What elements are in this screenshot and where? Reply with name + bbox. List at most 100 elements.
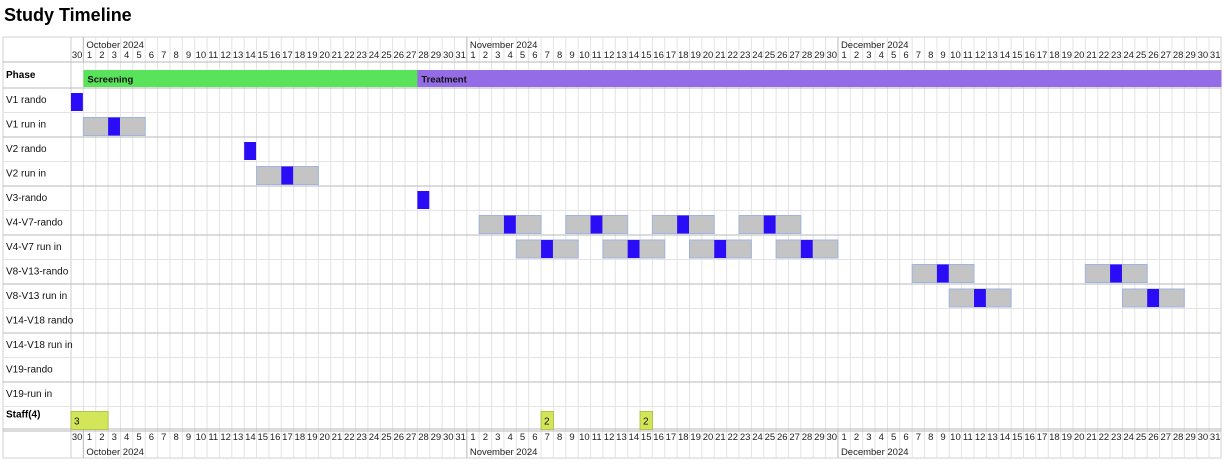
phase-bar-label: Screening: [87, 75, 133, 86]
day-tick-label-top: 29: [431, 50, 442, 61]
day-tick-label-top: 26: [1148, 50, 1159, 61]
day-tick-label-bottom: 19: [307, 432, 318, 443]
day-tick-label-bottom: 1: [470, 432, 475, 443]
day-tick-label-bottom: 20: [1074, 432, 1085, 443]
row-label: V4-V7 run in: [6, 242, 62, 253]
row-label: V19-rando: [6, 365, 53, 376]
day-tick-label-top: 12: [604, 50, 615, 61]
day-tick-label-top: 30: [826, 50, 837, 61]
day-tick-label-top: 24: [369, 50, 380, 61]
row-label: V3-rando: [6, 193, 48, 204]
row-label: V1 rando: [6, 95, 47, 106]
visit-marker: [936, 264, 949, 283]
day-tick-label-top: 5: [520, 50, 525, 61]
day-tick-label-top: 8: [557, 50, 562, 61]
row-label: V14-V18 run in: [6, 340, 73, 351]
day-tick-label-bottom: 13: [233, 432, 244, 443]
day-tick-label-top: 4: [124, 50, 129, 61]
day-tick-label-bottom: 23: [1111, 432, 1122, 443]
day-tick-label-top: 23: [1111, 50, 1122, 61]
day-tick-label-top: 17: [666, 50, 677, 61]
day-tick-label-bottom: 17: [666, 432, 677, 443]
day-tick-label-top: 2: [99, 50, 104, 61]
day-tick-label-bottom: 15: [257, 432, 268, 443]
day-tick-label-top: 19: [1061, 50, 1072, 61]
day-tick-label-top: 5: [891, 50, 896, 61]
day-tick-label-top: 27: [1160, 50, 1171, 61]
day-tick-label-top: 3: [866, 50, 871, 61]
day-tick-label-bottom: 11: [963, 432, 973, 443]
day-tick-label-top: 20: [703, 50, 714, 61]
day-tick-label-bottom: 5: [520, 432, 525, 443]
day-tick-label-bottom: 30: [72, 432, 83, 443]
day-tick-label-top: 18: [678, 50, 689, 61]
row-label: V19-run in: [6, 389, 52, 400]
day-tick-label-bottom: 11: [208, 432, 218, 443]
day-tick-label-bottom: 26: [394, 432, 405, 443]
day-tick-label-top: 23: [740, 50, 751, 61]
month-label-bottom: December 2024: [841, 447, 909, 458]
day-tick-label-bottom: 21: [332, 432, 343, 443]
day-tick-label-top: 8: [928, 50, 933, 61]
day-tick-label-bottom: 9: [940, 432, 945, 443]
day-tick-label-top: 18: [1049, 50, 1060, 61]
day-tick-label-bottom: 7: [916, 432, 921, 443]
day-tick-label-top: 2: [854, 50, 859, 61]
page-title: Study Timeline: [4, 5, 132, 25]
day-tick-label-bottom: 28: [802, 432, 813, 443]
day-tick-label-bottom: 3: [112, 432, 117, 443]
day-tick-label-bottom: 2: [99, 432, 104, 443]
day-tick-label-top: 10: [196, 50, 207, 61]
visit-marker: [677, 215, 689, 234]
day-tick-label-bottom: 22: [344, 432, 355, 443]
day-tick-label-top: 20: [1074, 50, 1085, 61]
day-tick-label-top: 24: [752, 50, 763, 61]
day-tick-label-top: 3: [495, 50, 500, 61]
day-tick-label-bottom: 28: [1173, 432, 1184, 443]
day-tick-label-top: 28: [802, 50, 813, 61]
visit-marker: [800, 240, 813, 258]
day-tick-label-bottom: 19: [1061, 432, 1072, 443]
day-tick-label-bottom: 23: [740, 432, 751, 443]
day-tick-label-top: 26: [394, 50, 405, 61]
day-tick-label-bottom: 21: [1086, 432, 1097, 443]
day-tick-label-top: 20: [319, 50, 330, 61]
staff-count-label: 2: [643, 417, 649, 428]
staff-count-label: 3: [74, 417, 80, 428]
day-tick-label-top: 1: [841, 50, 846, 61]
day-tick-label-bottom: 11: [592, 432, 602, 443]
day-tick-label-top: 17: [282, 50, 293, 61]
day-tick-label-bottom: 23: [356, 432, 367, 443]
day-tick-label-top: 1: [470, 50, 475, 61]
day-tick-label-top: 9: [186, 50, 191, 61]
day-tick-label-top: 12: [220, 50, 231, 61]
day-tick-label-bottom: 10: [579, 432, 590, 443]
day-tick-label-bottom: 4: [124, 432, 129, 443]
month-label-bottom: October 2024: [86, 447, 144, 458]
day-tick-label-bottom: 14: [245, 432, 256, 443]
day-tick-label-bottom: 4: [507, 432, 512, 443]
visit-marker: [763, 215, 776, 234]
day-tick-label-top: 8: [173, 50, 178, 61]
staff-count-bar: [540, 411, 554, 430]
visit-marker: [974, 289, 986, 307]
day-tick-label-bottom: 31: [455, 432, 466, 443]
day-tick-label-bottom: 22: [1099, 432, 1110, 443]
row-label: V4-V7-rando: [6, 218, 63, 229]
day-tick-label-top: 10: [579, 50, 590, 61]
staff-count-label: 2: [544, 417, 550, 428]
staff-count-bar: [639, 411, 653, 430]
visit-marker: [1147, 289, 1160, 307]
day-tick-label-bottom: 27: [406, 432, 417, 443]
day-tick-label-top: 16: [270, 50, 281, 61]
day-tick-label-top: 24: [1123, 50, 1134, 61]
day-tick-label-top: 17: [1037, 50, 1048, 61]
day-tick-label-bottom: 24: [1123, 432, 1134, 443]
day-tick-label-top: 12: [975, 50, 986, 61]
day-tick-label-top: 21: [332, 50, 343, 61]
staff-row-label: Staff(4): [6, 410, 40, 421]
month-label-bottom: November 2024: [470, 447, 538, 458]
visit-marker: [714, 240, 727, 258]
day-tick-label-bottom: 6: [149, 432, 154, 443]
